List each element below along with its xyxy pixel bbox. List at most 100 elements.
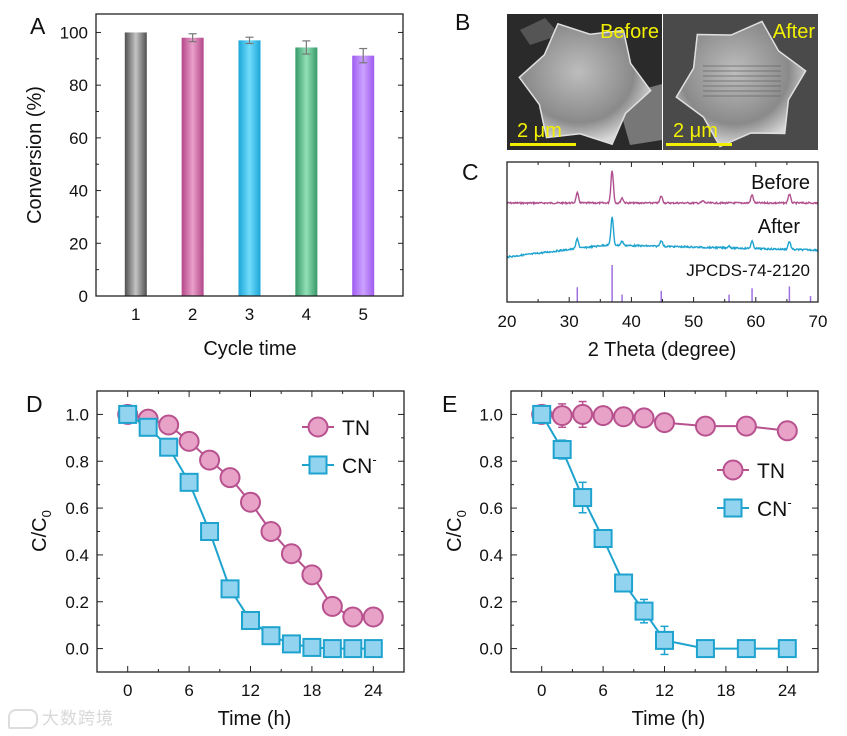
data-point — [158, 414, 180, 436]
y-axis-title: Conversion (%) — [24, 86, 46, 224]
data-point — [655, 630, 674, 650]
data-point — [777, 639, 797, 659]
watermark: 大数跨境 — [8, 704, 114, 729]
xrd-series-before — [506, 170, 819, 206]
y-tick-label: 0.0 — [479, 640, 503, 659]
sem-particle — [520, 18, 560, 45]
x-tick-label: 70 — [809, 312, 828, 331]
x-axis-title: Cycle time — [203, 338, 296, 360]
data-point — [633, 407, 655, 429]
series-label-before: Before — [751, 172, 810, 194]
data-point — [281, 634, 301, 654]
y-tick-label: 100 — [60, 23, 88, 42]
data-point — [532, 404, 552, 424]
bar-cycle-3 — [238, 40, 261, 297]
sem-crystal — [675, 20, 807, 148]
x-tick-label: 30 — [560, 312, 579, 331]
legend-label: TN — [342, 417, 370, 440]
y-tick-label: 0.8 — [479, 452, 503, 471]
scale-bar-label: 2 μm — [673, 120, 718, 142]
panel-b-sem-images: Before 2 μm After 2 μm — [507, 14, 818, 150]
y-tick-label: 0.2 — [65, 593, 89, 612]
panel-label-a: A — [30, 13, 46, 39]
data-point — [260, 521, 282, 542]
x-tick-label: 24 — [778, 681, 797, 700]
watermark-text: 大数跨境 — [42, 709, 114, 729]
sem-label-before: Before — [600, 21, 659, 43]
legend-marker — [308, 455, 328, 475]
data-point — [634, 601, 654, 621]
y-tick-label: 80 — [69, 76, 88, 95]
y-tick-label: 0.0 — [65, 640, 89, 659]
data-point — [280, 543, 302, 565]
bar-cycle-1 — [124, 32, 147, 296]
legend-label-superscript: - — [372, 452, 376, 467]
y-tick-label: 0.2 — [479, 593, 503, 612]
y-axis-title-subscript: 0 — [39, 510, 54, 517]
legend-label: CN- — [342, 452, 377, 478]
y-axis-title: C/C0 — [444, 510, 469, 552]
data-point — [178, 430, 200, 452]
y-tick-label: 0.6 — [65, 499, 89, 518]
legend-item-tn: TN — [302, 416, 370, 440]
watermark-logo-icon — [8, 709, 38, 729]
data-point — [342, 606, 364, 628]
data-point — [322, 639, 342, 659]
legend-marker — [307, 416, 329, 438]
data-point — [614, 573, 634, 593]
data-point — [572, 403, 594, 425]
sem-image-before: Before 2 μm — [507, 14, 662, 150]
x-tick-label: 3 — [245, 305, 254, 324]
sem-image-after: After 2 μm — [663, 14, 818, 150]
y-axis-title-main: C/C — [29, 517, 51, 551]
panel-label-e: E — [442, 391, 457, 417]
panel-a-bar-chart: 1 2 3 4 5 0 20 40 60 80 100 Cycle time Conversion (%… — [24, 13, 404, 360]
series-line — [540, 413, 788, 650]
panel-c-xrd-chart: Before After JPCDS-74-2120 20 30 40 50 60 70 2 Th… — [498, 161, 828, 361]
x-tick-label: 6 — [184, 681, 193, 700]
y-tick-label: 40 — [69, 182, 88, 201]
x-tick-label: 4 — [302, 305, 311, 324]
legend-item-cn: CN- — [717, 495, 792, 521]
x-tick-label: 18 — [716, 681, 735, 700]
legend-label: TN — [757, 460, 785, 483]
y-tick-label: 60 — [69, 129, 88, 148]
bar-cycle-5 — [352, 55, 375, 297]
x-tick-label: 40 — [622, 312, 641, 331]
data-point — [261, 626, 281, 646]
legend-item-tn: TN — [717, 459, 785, 483]
legend-marker — [722, 459, 744, 481]
legend-label-superscript: - — [787, 495, 791, 510]
data-point — [593, 529, 613, 549]
data-point — [363, 639, 383, 659]
panel-label-c: C — [462, 159, 479, 185]
x-tick-label: 12 — [655, 681, 674, 700]
x-tick-label: 50 — [684, 312, 703, 331]
sem-label-after: After — [773, 21, 816, 43]
y-axis-title: C/C0 — [29, 510, 54, 552]
legend-label-main: CN — [757, 498, 787, 521]
data-point — [138, 417, 158, 437]
sem-particle — [620, 84, 662, 145]
series-tn — [531, 400, 798, 442]
x-tick-label: 6 — [598, 681, 607, 700]
x-tick-label: 0 — [123, 681, 132, 700]
data-point — [199, 449, 221, 471]
data-point — [179, 472, 199, 492]
data-point — [302, 637, 322, 657]
x-tick-label: 12 — [241, 681, 260, 700]
x-axis-title: Time (h) — [218, 708, 292, 730]
xrd-series-after — [507, 216, 819, 259]
scale-bar-label: 2 μm — [517, 120, 562, 142]
legend-marker — [723, 498, 743, 518]
legend-label-main: TN — [342, 417, 370, 440]
plot-frame — [95, 13, 404, 297]
data-point — [301, 564, 323, 586]
data-point — [240, 491, 261, 513]
panel-label-b: B — [455, 9, 470, 35]
series-cn — [118, 404, 383, 659]
data-point — [776, 420, 798, 442]
x-tick-label: 20 — [498, 312, 517, 331]
series-label-after: After — [758, 216, 801, 238]
